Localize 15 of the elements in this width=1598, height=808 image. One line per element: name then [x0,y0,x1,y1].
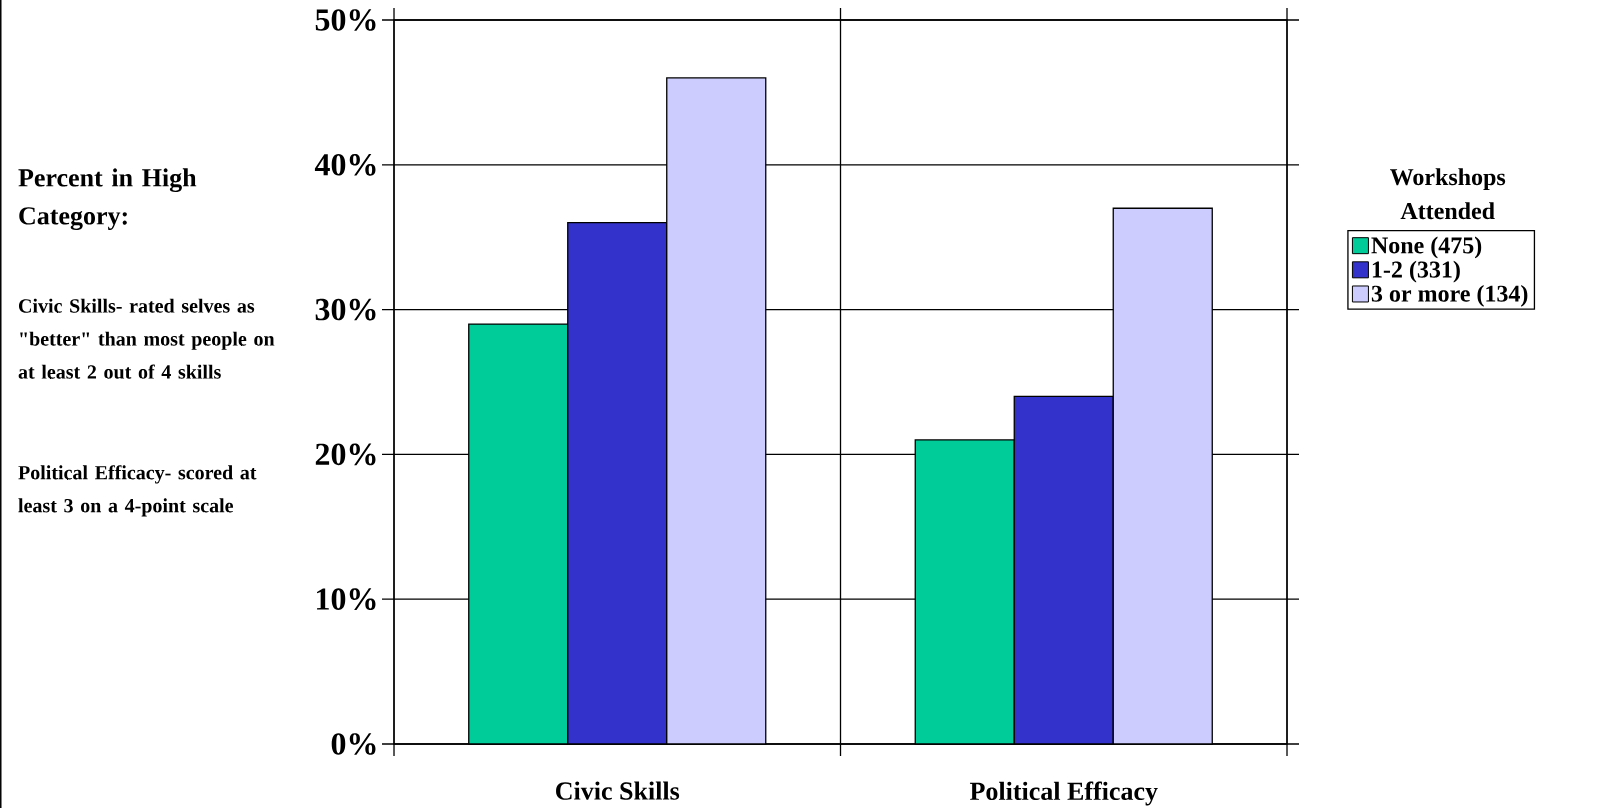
y-tick-label: 10% [317,588,376,611]
legend-title: Workshops Attended [1390,168,1506,220]
legend-label: 3 or more (134) [1371,284,1528,307]
text: Political Efficacy- scored at least 3 on a 4-point scale [18,465,257,517]
y-tick-label: 20% [315,443,376,466]
legend-label: 1-2 (331) [1372,260,1460,283]
y-tick-label: 40% [314,153,376,176]
x-tick-label: Civic Skills [556,781,680,800]
y-axis-title: Percent in High Category: [18,168,197,231]
y-tick-label: 0% [331,733,376,755]
y-tick-label: 50% [315,9,376,31]
y-tick-label: 30% [315,298,376,321]
legend-label: None (475) [1371,236,1482,259]
text: Civic Skills- rated selves as "better" than most people on at least 2 out of 4 skills [18,298,275,379]
x-tick-label: Political Efficacy [969,781,1158,806]
